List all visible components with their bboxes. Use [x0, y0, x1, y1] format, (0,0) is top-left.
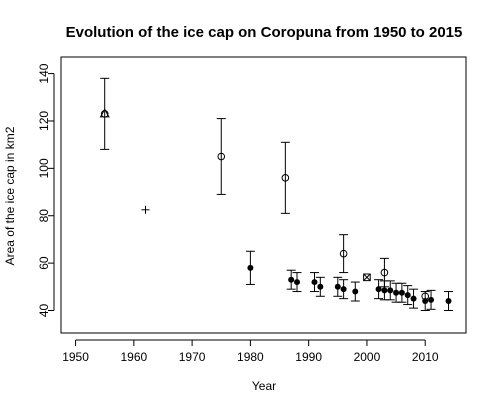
- data-point-filled-circle: [340, 286, 347, 293]
- data-point-filled-circle: [311, 279, 318, 286]
- x-axis: 1950 1960 1970 1980 1990 2000 2010: [62, 339, 439, 364]
- x-tick-label: 1970: [179, 350, 206, 364]
- x-axis-label: Year: [252, 379, 276, 393]
- y-tick-label: 60: [37, 256, 51, 270]
- data-point-open-circle: [281, 174, 290, 182]
- data-point-filled-circle: [404, 292, 411, 299]
- y-tick-label: 80: [37, 209, 51, 223]
- data-point-open-circle: [380, 268, 389, 277]
- data-point-filled-circle: [410, 295, 417, 302]
- data-point-filled-circle: [317, 283, 324, 290]
- x-tick-label: 1950: [62, 350, 89, 364]
- data-point-filled-circle: [428, 296, 435, 303]
- x-tick-label: 2010: [412, 350, 439, 364]
- y-axis: 40 60 80 100 120 140: [37, 63, 55, 317]
- data-point-open-circle: [217, 152, 226, 161]
- x-tick-label: 1980: [237, 350, 264, 364]
- data-point-filled-circle: [375, 286, 382, 293]
- data-point-filled-circle: [334, 283, 341, 290]
- data-point-filled-circle: [352, 288, 359, 295]
- y-axis-label: Area of the ice cap in km2: [3, 126, 17, 265]
- data-point-open-circle: [339, 249, 348, 258]
- chart-title: Evolution of the ice cap on Coropuna fro…: [66, 24, 463, 41]
- data-point-plus: [141, 205, 150, 214]
- boxed-x-box: [363, 273, 371, 282]
- data-point-open-circle: [421, 292, 430, 301]
- data-point-filled-circle: [393, 289, 400, 296]
- data-point-filled-circle: [247, 264, 254, 271]
- y-tick-label: 40: [37, 303, 51, 317]
- data-point-filled-circle: [387, 287, 394, 294]
- x-tick-label: 2000: [354, 350, 381, 364]
- data-point-filled-circle: [398, 289, 405, 296]
- data-point-filled-circle: [288, 276, 295, 283]
- data-point-open-circle: [100, 110, 109, 118]
- x-tick-label: 1990: [295, 350, 322, 364]
- data-points: [99, 108, 452, 305]
- y-tick-label: 140: [37, 63, 51, 83]
- plot-frame: [60, 56, 467, 334]
- x-tick-label: 1960: [120, 350, 147, 364]
- error-bars: [100, 77, 454, 311]
- data-point-filled-circle: [294, 279, 301, 286]
- boxed-x-line: [363, 273, 371, 281]
- data-point-filled-circle: [445, 298, 452, 305]
- y-tick-label: 100: [37, 158, 51, 178]
- data-point-boxed-x: [363, 273, 371, 282]
- data-point-filled-circle: [381, 287, 388, 294]
- y-tick-label: 120: [37, 111, 51, 131]
